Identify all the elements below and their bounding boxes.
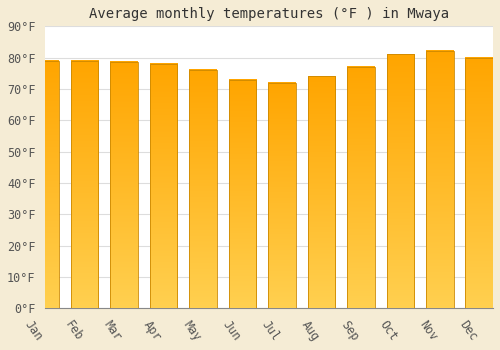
Bar: [150, 64, 178, 308]
Bar: [71, 61, 99, 308]
Bar: [347, 67, 374, 308]
Bar: [308, 76, 335, 308]
Bar: [189, 70, 217, 308]
Bar: [32, 61, 59, 308]
Bar: [110, 62, 138, 308]
Bar: [466, 58, 493, 308]
Bar: [268, 83, 295, 308]
Bar: [150, 64, 178, 308]
Bar: [228, 79, 256, 308]
Bar: [110, 62, 138, 308]
Bar: [386, 55, 414, 308]
Bar: [71, 61, 99, 308]
Bar: [268, 83, 295, 308]
Bar: [386, 55, 414, 308]
Bar: [189, 70, 217, 308]
Bar: [466, 58, 493, 308]
Bar: [426, 51, 454, 308]
Bar: [228, 79, 256, 308]
Title: Average monthly temperatures (°F ) in Mwaya: Average monthly temperatures (°F ) in Mw…: [89, 7, 449, 21]
Bar: [308, 76, 335, 308]
Bar: [347, 67, 374, 308]
Bar: [426, 51, 454, 308]
Bar: [32, 61, 59, 308]
